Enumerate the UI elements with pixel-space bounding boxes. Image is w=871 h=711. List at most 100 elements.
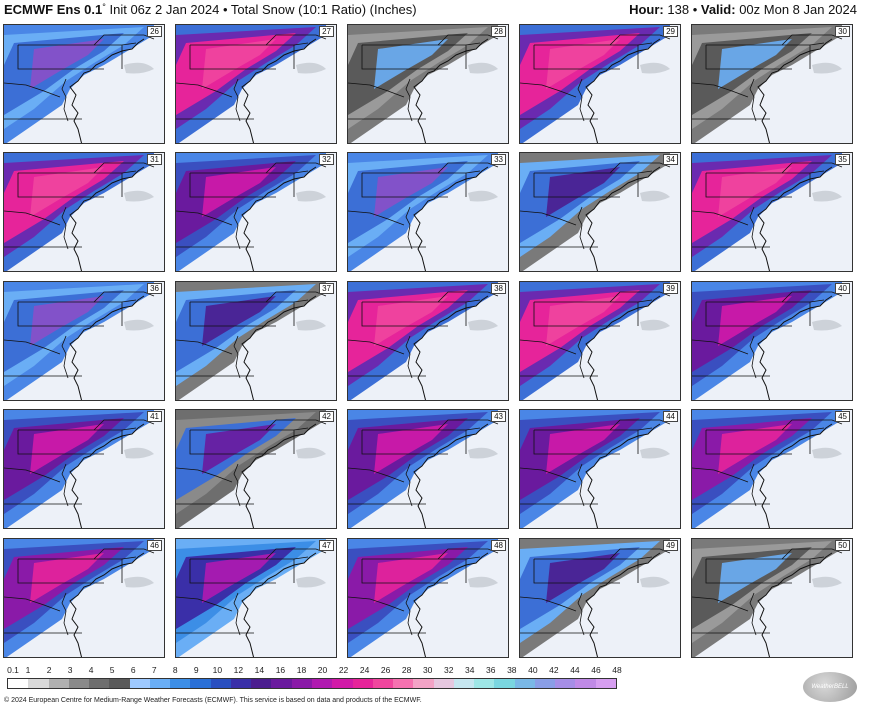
legend-tick-label: 5 [109, 665, 115, 675]
legend-tick-label: 32 [443, 665, 454, 675]
colorbar-swatch [595, 679, 616, 688]
state-border-4 [437, 548, 499, 560]
member-panel-47: 47 [175, 538, 337, 658]
header-bar: ECMWF Ens 0.1° Init 06z 2 Jan 2024 • Tot… [0, 0, 871, 20]
state-border-5 [121, 170, 137, 174]
legend-tick-label: 8 [172, 665, 178, 675]
member-panel-31: 31 [3, 152, 165, 272]
snow-field-map [692, 410, 852, 528]
state-border-5 [465, 556, 481, 560]
chesapeake-bay [749, 206, 757, 250]
member-number-label: 40 [835, 283, 850, 294]
colorbar-swatch [311, 679, 333, 688]
chesapeake-bay [61, 592, 69, 636]
offshore-snow [124, 576, 154, 588]
coastline [413, 423, 489, 528]
state-border-4 [609, 548, 671, 560]
member-number-label: 37 [319, 283, 334, 294]
state-border-5 [809, 299, 825, 303]
offshore-snow [468, 62, 498, 74]
member-panel-43: 43 [347, 409, 509, 529]
snow-field-map [348, 282, 508, 400]
member-panel-29: 29 [519, 24, 681, 144]
copyright-footer: © 2024 European Centre for Medium-Range … [4, 697, 422, 704]
state-border-4 [93, 548, 155, 560]
state-border-1 [533, 173, 620, 198]
state-border-4 [93, 291, 155, 303]
snow-field-map [4, 282, 164, 400]
state-border-1 [17, 173, 104, 198]
chesapeake-bay [577, 463, 585, 507]
state-border-4 [265, 34, 327, 46]
snow-band-max [718, 167, 792, 217]
coastline [585, 552, 661, 657]
member-number-label: 28 [491, 26, 506, 37]
colorbar-swatch [251, 679, 272, 688]
state-border-1 [189, 45, 276, 70]
state-border-5 [121, 556, 137, 560]
snow-band-max [546, 296, 620, 346]
state-border-1 [361, 559, 448, 584]
offshore-snow [296, 190, 326, 202]
state-border-4 [781, 548, 843, 560]
hour-label: Hour: [629, 2, 664, 17]
snow-field-map [4, 410, 164, 528]
colorbar-swatch [291, 679, 312, 688]
offshore-snow [468, 190, 498, 202]
state-border-2 [4, 596, 61, 612]
hour-value: 138 [667, 2, 690, 17]
snow-field-map [4, 153, 164, 271]
chesapeake-bay [61, 335, 69, 379]
snow-colorbar [7, 678, 617, 689]
state-border-1 [705, 559, 792, 584]
snow-band-max [718, 39, 792, 89]
coastline [413, 38, 489, 143]
legend-tick-label: 30 [422, 665, 433, 675]
snow-field-map [520, 539, 680, 657]
state-border-5 [121, 42, 137, 46]
member-panel-33: 33 [347, 152, 509, 272]
state-border-2 [692, 467, 749, 483]
snow-field-map [176, 410, 336, 528]
coastline [69, 423, 145, 528]
coastline [69, 38, 145, 143]
offshore-snow [468, 319, 498, 331]
colorbar-swatch [210, 679, 231, 688]
colorbar-swatch [534, 679, 556, 688]
state-border-2 [4, 339, 61, 355]
degree-symbol: ° [102, 2, 106, 12]
colorbar-swatch [332, 679, 353, 688]
offshore-snow [296, 319, 326, 331]
snow-field-map [348, 153, 508, 271]
member-number-label: 35 [835, 154, 850, 165]
chesapeake-bay [577, 592, 585, 636]
state-border-5 [465, 170, 481, 174]
member-number-label: 50 [835, 540, 850, 551]
member-panel-32: 32 [175, 152, 337, 272]
chesapeake-bay [233, 592, 241, 636]
state-border-2 [520, 82, 577, 98]
state-border-1 [17, 430, 104, 455]
state-border-1 [17, 559, 104, 584]
member-number-label: 44 [663, 411, 678, 422]
state-border-2 [176, 339, 233, 355]
snow-field-map [348, 25, 508, 143]
member-panel-49: 49 [519, 538, 681, 658]
state-border-1 [533, 45, 620, 70]
state-border-5 [637, 170, 653, 174]
member-panel-36: 36 [3, 281, 165, 401]
state-border-2 [692, 339, 749, 355]
state-border-2 [176, 596, 233, 612]
state-border-4 [265, 419, 327, 431]
colorbar-swatch [129, 679, 150, 688]
state-border-2 [348, 596, 405, 612]
state-border-5 [809, 42, 825, 46]
legend-tick-label: 40 [528, 665, 538, 675]
state-border-1 [361, 45, 448, 70]
colorbar-swatch [170, 679, 191, 688]
snow-field-map [692, 282, 852, 400]
colorbar-swatch [68, 679, 90, 688]
state-border-1 [361, 173, 448, 198]
state-border-1 [189, 173, 276, 198]
state-border-4 [437, 419, 499, 431]
